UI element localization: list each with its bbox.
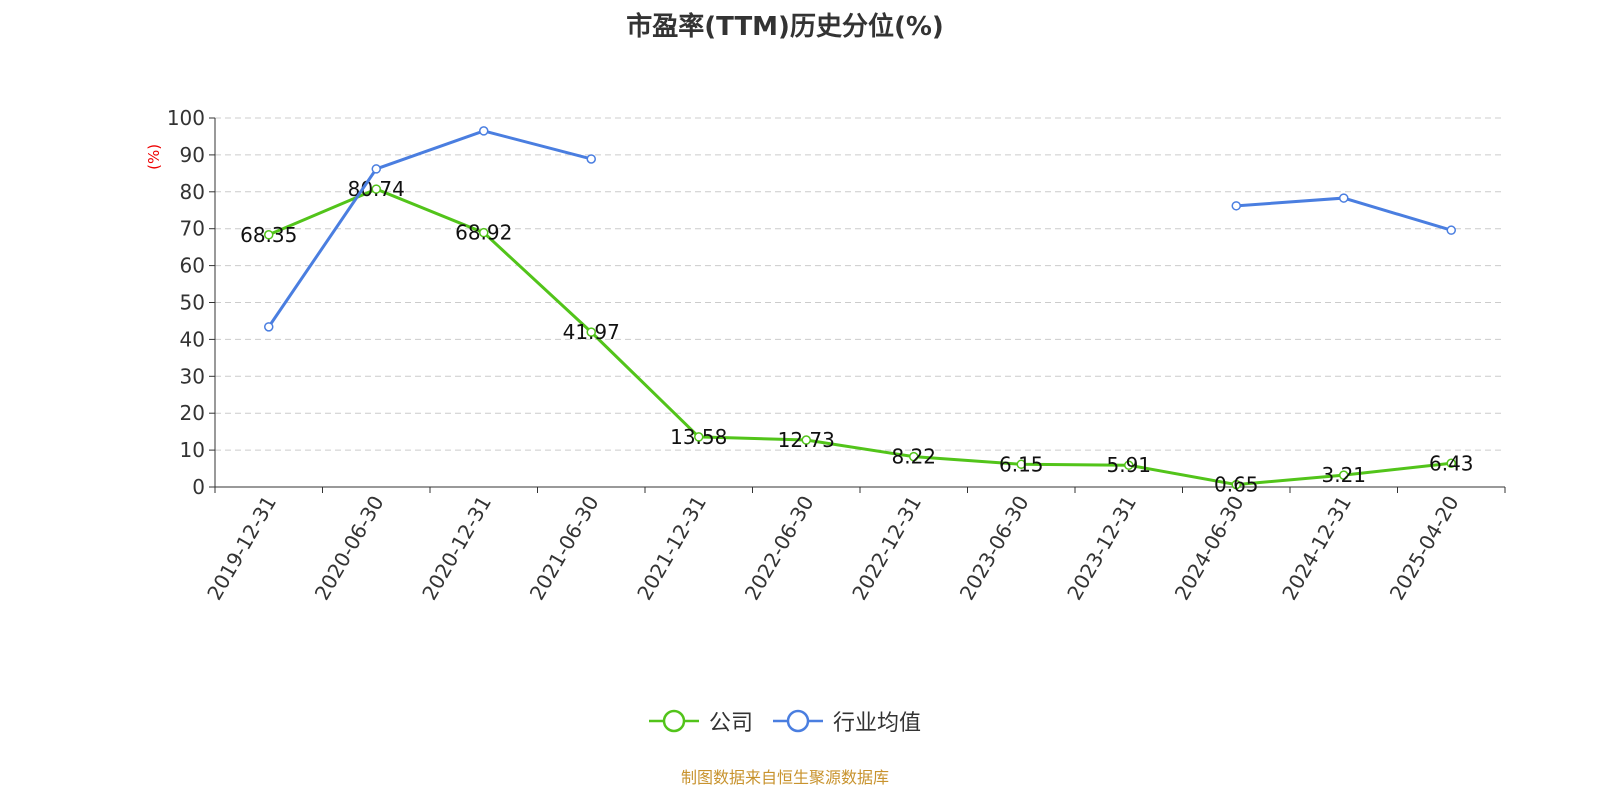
data-source-note: 制图数据来自恒生聚源数据库 [680,768,889,787]
data-point [371,184,381,194]
y-tick-label: 10 [180,438,205,462]
data-point [479,227,489,238]
data-point [909,451,919,462]
data-label: 5.91 [1106,453,1151,477]
x-tick-label: 2020-06-30 [310,492,389,605]
data-label: 68.35 [240,223,297,247]
data-point [479,126,489,136]
data-label: 13.58 [670,425,727,449]
y-tick-label: 80 [180,180,205,204]
chart-title: 市盈率(TTM)历史分位(%) [626,12,944,42]
legend-label: 公司 [708,711,753,736]
data-point [694,432,704,442]
data-point [1446,458,1456,469]
data-point [1446,225,1456,235]
data-label: 8.22 [891,445,936,469]
x-tick-label: 2023-06-30 [955,492,1034,605]
series-line [268,187,1452,487]
y-tick-label: 70 [180,217,205,241]
x-tick-label: 2023-12-31 [1062,492,1141,605]
y-tick-label: 90 [180,143,205,167]
x-tick-label: 2019-12-31 [202,492,281,605]
legend-item[interactable]: 行业均值 [773,705,921,737]
y-axis-label: (%) [145,144,163,170]
legend-item[interactable]: 公司 [648,705,753,737]
data-point [264,322,274,332]
data-point [1231,479,1241,490]
legend-line-circle-icon [648,709,699,733]
data-label: 0.65 [1214,473,1259,497]
x-tick-label: 2020-12-31 [417,492,496,605]
x-tick-label: 2021-12-31 [632,492,711,605]
data-point [1339,470,1349,480]
data-point [1339,193,1349,203]
data-point [801,435,811,445]
data-label: 68.92 [455,221,512,245]
legend: 公司 行业均值 [0,705,1570,737]
y-tick-label: 0 [192,475,205,499]
data-label: 41.97 [563,320,620,344]
y-tick-label: 100 [167,106,205,130]
data-point [371,164,381,174]
data-point [1124,460,1134,470]
data-point [586,154,596,164]
data-label: 6.15 [999,452,1044,476]
data-label: 3.21 [1321,463,1366,487]
line-chart: 0 10 20 30 40 50 60 70 80 90 100(%) 2019-12-31 2020-… [145,106,1506,605]
data-label: 6.43 [1429,451,1474,475]
data-label: 12.73 [778,428,835,452]
data-point [1016,459,1026,470]
legend-label: 行业均值 [833,711,922,736]
data-point [264,230,274,240]
x-tick-label: 2022-12-31 [847,492,926,605]
x-tick-label: 2021-06-30 [525,492,604,605]
data-point [586,327,596,337]
y-tick-label: 40 [180,327,205,351]
x-tick-label: 2024-12-31 [1277,492,1356,605]
legend-line-circle-icon [773,709,823,733]
y-tick-label: 20 [180,401,205,425]
x-tick-label: 2022-06-30 [740,492,819,605]
y-tick-label: 50 [180,291,205,315]
data-point [1231,201,1241,211]
x-tick-label: 2025-04-20 [1385,492,1464,605]
y-tick-label: 30 [180,364,205,388]
x-tick-label: 2024-06-30 [1170,492,1249,605]
y-tick-label: 60 [180,254,205,278]
